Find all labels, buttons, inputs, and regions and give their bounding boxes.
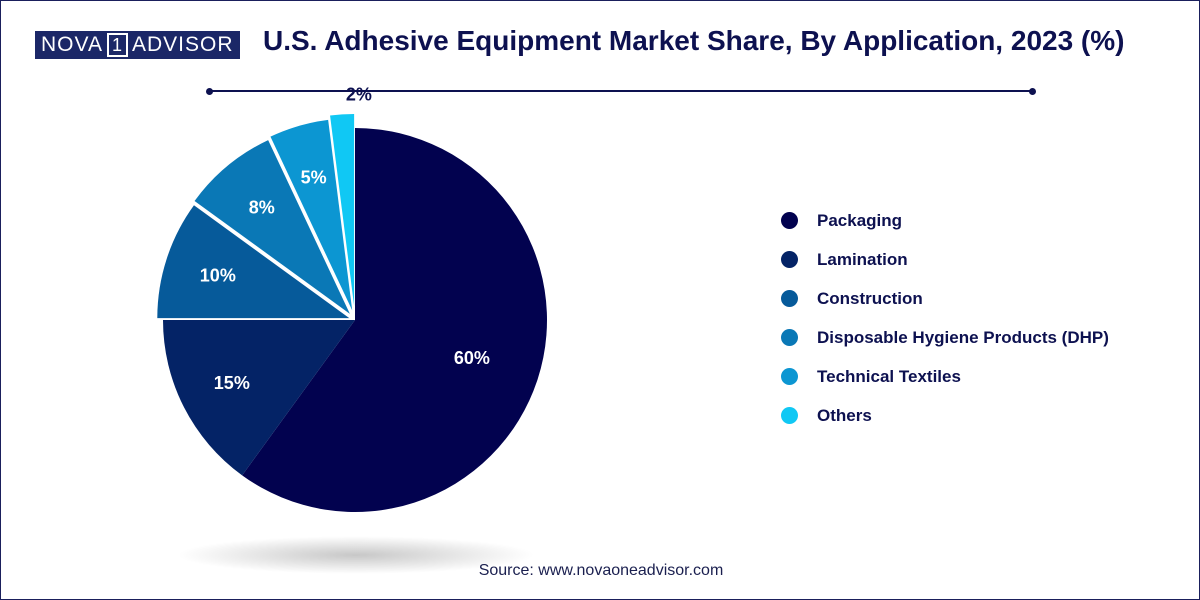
divider-dot-right [1029,87,1036,95]
data-label-lamination: 15% [214,373,250,393]
title-divider [206,87,1036,95]
brand-logo-mid: 1 [106,33,128,57]
legend-label-lamination: Lamination [817,249,908,269]
chart-title: U.S. Adhesive Equipment Market Share, By… [263,25,1125,56]
legend-label-disposable-hygiene-products-dhp: Disposable Hygiene Products (DHP) [817,327,1109,347]
data-label-technical-textiles: 5% [301,168,327,188]
legend-item-disposable-hygiene-products-dhp: Disposable Hygiene Products (DHP) [781,318,1109,357]
brand-logo-right: ADVISOR [131,33,234,56]
brand-logo-left: NOVA [41,33,103,56]
legend-swatch-others [781,407,798,424]
legend-item-technical-textiles: Technical Textiles [781,357,1109,396]
data-label-others: 2% [346,84,372,104]
brand-logo: NOVA 1 ADVISOR [35,31,240,59]
legend-item-others: Others [781,396,1109,435]
data-label-disposable-hygiene-products-dhp: 8% [249,197,275,217]
legend-label-others: Others [817,405,872,425]
pie-slice-disposable-hygiene-products-dhp [194,140,350,314]
data-label-packaging: 60% [454,348,490,368]
source-note: Source: www.novaoneadvisor.com [478,562,724,579]
pie-slice-lamination [163,320,355,476]
legend-item-lamination: Lamination [781,240,1109,279]
legend-swatch-technical-textiles [781,368,798,385]
legend-swatch-packaging [781,212,798,229]
legend-item-construction: Construction [781,279,1109,318]
legend-item-packaging: Packaging [781,201,1109,240]
legend-label-construction: Construction [817,288,923,308]
pie-slice-construction [157,205,350,319]
pie-shadow [176,536,536,574]
data-label-construction: 10% [200,265,236,285]
legend-label-packaging: Packaging [817,210,903,230]
pie-slice-technical-textiles [270,119,353,311]
legend-swatch-lamination [781,251,798,268]
pie-slice-packaging [242,128,547,512]
divider-dot-left [206,87,213,95]
chart-legend: Packaging Lamination Construction Disposabl… [781,201,1109,435]
legend-swatch-disposable-hygiene-products-dhp [781,329,798,346]
pie-slice-others [330,114,355,307]
legend-swatch-construction [781,290,798,307]
legend-label-technical-textiles: Technical Textiles [817,366,961,386]
